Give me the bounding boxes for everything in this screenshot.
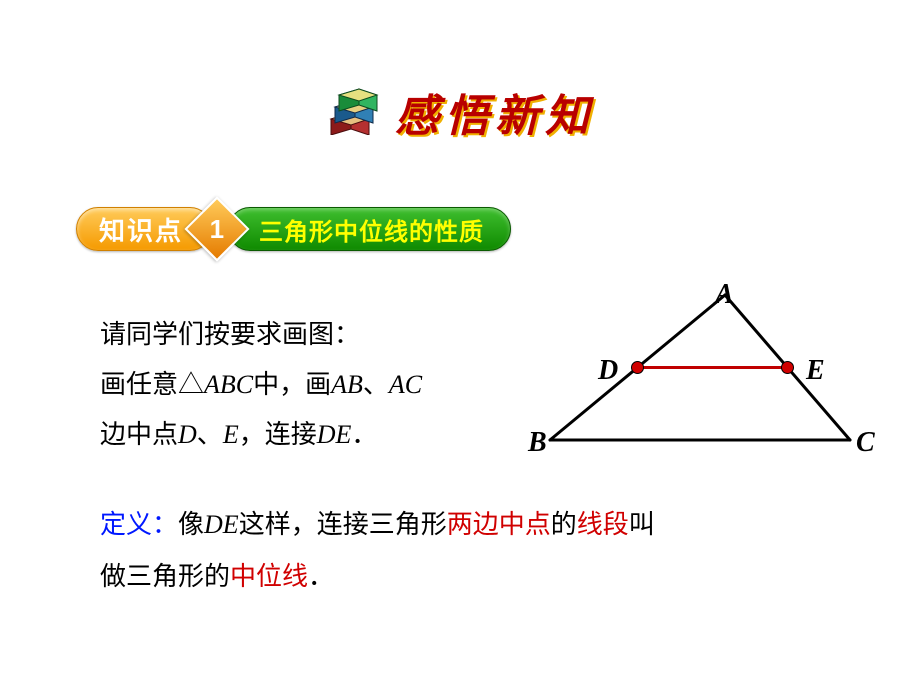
- books-icon: [325, 85, 381, 140]
- instruction-line-2: 画任意△ABC中，画AB、AC: [100, 360, 422, 409]
- instruction-line-3: 边中点D、E，连接DE．: [100, 410, 377, 459]
- triangle-svg: [530, 285, 890, 465]
- vertex-label-C: C: [856, 427, 875, 459]
- knowledge-point-number-badge: 1: [184, 196, 249, 261]
- instruction-line-1: 请同学们按要求画图：: [100, 310, 360, 359]
- vertex-label-E: E: [806, 355, 825, 387]
- triangle-diagram: A B C D E: [530, 285, 890, 465]
- vertex-label-B: B: [528, 427, 547, 459]
- definition-line-2: 做三角形的中位线．: [100, 552, 334, 601]
- slide-title: 感悟新知: [0, 80, 920, 144]
- vertex-label-A: A: [715, 279, 734, 311]
- knowledge-point-number: 1: [210, 214, 224, 245]
- knowledge-point-tag: 知识点 1 三角形中位线的性质: [76, 205, 511, 253]
- definition-line-1: 定义：像DE这样，连接三角形两边中点的线段叫: [100, 500, 820, 549]
- definition-label: 定义：: [100, 510, 178, 539]
- title-text: 感悟新知: [395, 80, 595, 144]
- pill-topic-label: 三角形中位线的性质: [228, 207, 511, 251]
- vertex-label-D: D: [598, 355, 618, 387]
